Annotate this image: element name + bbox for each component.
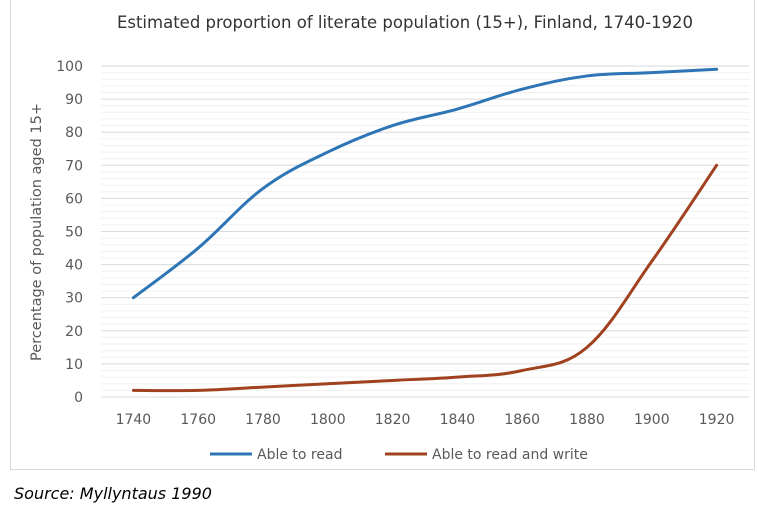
x-tick-label: 1880 [569, 412, 605, 428]
x-tick-label: 1760 [180, 412, 216, 428]
y-tick-label: 10 [65, 357, 83, 373]
x-tick-label: 1900 [634, 412, 670, 428]
legend: Able to read Able to read and write [210, 447, 588, 463]
source-prefix: Source: [14, 484, 75, 503]
chart-title: Estimated proportion of literate populat… [117, 13, 693, 32]
y-tick-label: 80 [65, 125, 83, 141]
y-axis-label: Percentage of population aged 15+ [29, 103, 45, 361]
x-tick-label: 1780 [245, 412, 281, 428]
x-tick-label: 1840 [440, 412, 476, 428]
y-tick-label: 70 [65, 158, 83, 174]
y-tick-label: 50 [65, 225, 83, 241]
y-tick-label: 0 [74, 390, 83, 406]
x-axis-tick-labels: 1740 1760 1780 1800 1820 1840 1860 1880 1900 1920 [116, 412, 735, 428]
x-tick-label: 1800 [310, 412, 346, 428]
chart-frame [10, 0, 755, 470]
minor-gridlines [101, 72, 749, 391]
y-tick-label: 90 [65, 92, 83, 108]
y-tick-label: 30 [65, 291, 83, 307]
y-tick-label: 20 [65, 324, 83, 340]
x-tick-label: 1920 [699, 412, 735, 428]
legend-label: Able to read [257, 447, 342, 463]
y-tick-label: 40 [65, 258, 83, 274]
series-line-able-to-read [131, 67, 719, 300]
line-chart: Estimated proportion of literate populat… [29, 13, 749, 463]
source-note: Source: Myllyntaus 1990 [14, 484, 212, 503]
x-tick-label: 1820 [375, 412, 411, 428]
legend-label: Able to read and write [432, 447, 588, 463]
x-tick-label: 1740 [116, 412, 152, 428]
source-text: Myllyntaus 1990 [74, 484, 212, 503]
x-tick-label: 1860 [504, 412, 540, 428]
y-tick-label: 60 [65, 191, 83, 207]
y-tick-label: 100 [56, 59, 83, 75]
y-axis-tick-labels: 0 10 20 30 40 50 60 70 80 90 100 [56, 59, 83, 406]
series-line-able-to-read-and-write [131, 163, 719, 393]
series-layer [131, 67, 719, 393]
major-gridlines [101, 65, 749, 398]
